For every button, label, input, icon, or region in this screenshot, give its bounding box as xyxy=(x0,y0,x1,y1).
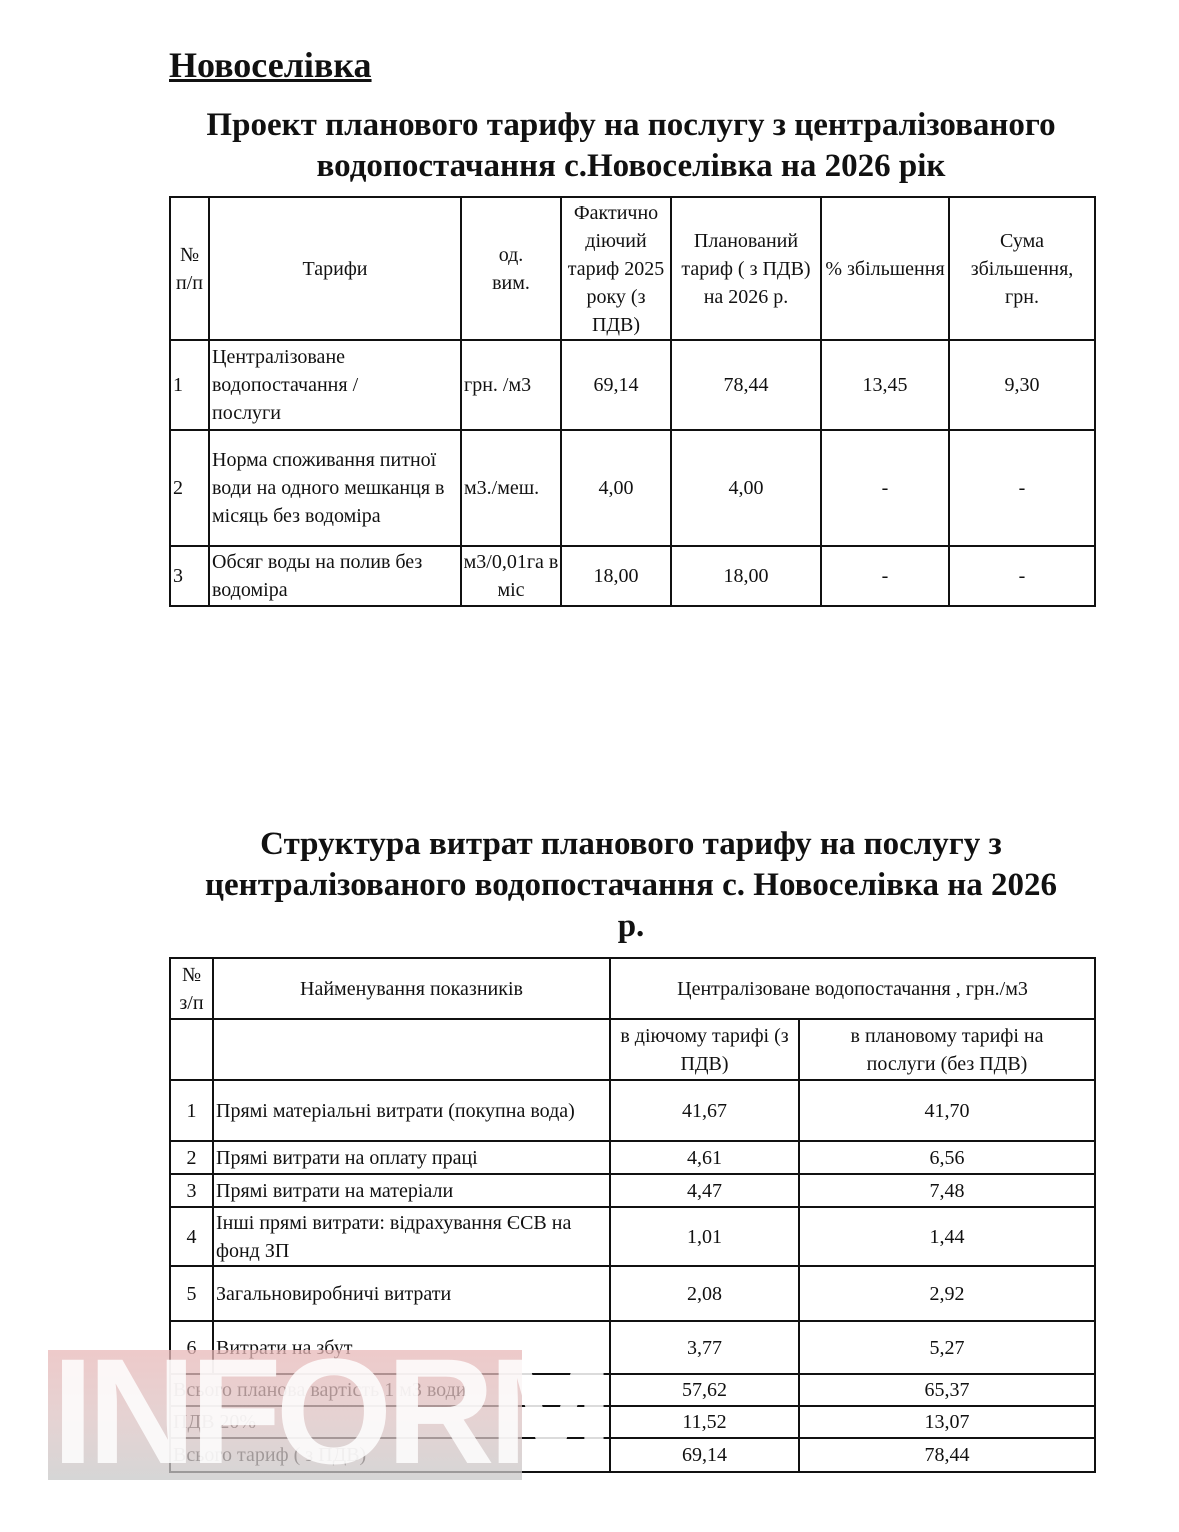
header-cell: № п/п xyxy=(169,196,210,341)
cell: 69,14 xyxy=(609,1437,800,1473)
title-2-line: р. xyxy=(617,908,645,944)
cell: Загальновиробничі витрати xyxy=(212,1265,611,1322)
table-header-row: № п/п Тарифи од. вим. Фактично діючий та… xyxy=(169,196,1096,341)
header-cell: Тарифи xyxy=(208,196,462,341)
cell: 11,52 xyxy=(609,1405,800,1439)
cell: 41,67 xyxy=(609,1079,800,1142)
cell: 13,07 xyxy=(797,1405,1097,1439)
title-2-line: Структура витрат планового тарифу на пос… xyxy=(260,826,1002,862)
empty-cell xyxy=(169,1018,214,1081)
cell: 41,70 xyxy=(797,1079,1097,1142)
cell: 4,47 xyxy=(609,1173,800,1208)
cell: 4,00 xyxy=(560,429,672,547)
cell: 2,92 xyxy=(797,1265,1097,1322)
cell: 57,62 xyxy=(609,1373,800,1407)
header-cell: Централізоване водопостачання , грн./м3 xyxy=(608,957,1097,1020)
table-row: 2 Прямі витрати на оплату праці 4,61 6,56 xyxy=(169,1140,1097,1175)
table-row: 5 Загальновиробничі витрати 2,08 2,92 xyxy=(169,1265,1097,1322)
cell: Інші прямі витрати: відрахування ЄСВ на … xyxy=(212,1206,611,1267)
cell: 18,00 xyxy=(560,545,672,607)
header-cell: Фактично діючий тариф 2025 року (з ПДВ) xyxy=(560,196,672,341)
header-cell: % збільшення xyxy=(820,196,950,341)
cell: - xyxy=(948,545,1096,607)
cell: 18,00 xyxy=(670,545,822,607)
cell: 4,00 xyxy=(670,429,822,547)
cell: грн. /м3 xyxy=(460,339,562,431)
table-row: 3 Прямі витрати на матеріали 4,47 7,48 xyxy=(169,1173,1097,1208)
table-row: 1 Прямі матеріальні витрати (покупна вода… xyxy=(169,1079,1097,1142)
title-1-line: Проект планового тарифу на послугу з цен… xyxy=(206,107,1056,143)
cell: 9,30 xyxy=(948,339,1096,431)
cell: 4 xyxy=(169,1206,214,1267)
cell: - xyxy=(820,429,950,547)
cell: 3 xyxy=(169,1173,214,1208)
cell: 1 xyxy=(169,1079,214,1142)
cell: 2 xyxy=(169,1140,214,1175)
cell: Централізоване водопостачання / послуги xyxy=(208,339,462,431)
cell: м3/0,01га в міс xyxy=(460,545,562,607)
cell: 2,08 xyxy=(609,1265,800,1322)
cell: 1 xyxy=(169,339,210,431)
cell: 3,77 xyxy=(609,1320,800,1375)
header-cell: Сума збільшення, грн. xyxy=(948,196,1096,341)
cell: 78,44 xyxy=(797,1437,1097,1473)
cell: - xyxy=(948,429,1096,547)
header-cell: в діючому тарифі (з ПДВ) xyxy=(609,1018,800,1081)
header-cell: Найменування показників xyxy=(212,957,611,1020)
cell: 78,44 xyxy=(670,339,822,431)
title-2-line: централізованого водопостачання с. Новос… xyxy=(205,867,1057,903)
title-2: Структура витрат планового тарифу на пос… xyxy=(160,824,1102,947)
table-row: 4 Інші прямі витрати: відрахування ЄСВ на… xyxy=(169,1206,1097,1267)
header-cell: од. вим. xyxy=(460,196,562,341)
cell: 5 xyxy=(169,1265,214,1322)
tariff-table: № п/п Тарифи од. вим. Фактично діючий та… xyxy=(169,196,1096,607)
table-header-row: № з/п Найменування показників Централізо… xyxy=(169,957,1097,1020)
cell: 7,48 xyxy=(797,1173,1097,1208)
cell: 13,45 xyxy=(820,339,950,431)
cell: Прямі витрати на матеріали xyxy=(212,1173,611,1208)
cell: - xyxy=(820,545,950,607)
header-cell: в плановому тарифі на послуги (без ПДВ) xyxy=(797,1018,1097,1081)
cell: 2 xyxy=(169,429,210,547)
heading: Новоселівка xyxy=(169,45,372,85)
cell: 5,27 xyxy=(797,1320,1097,1375)
cell: Прямі витрати на оплату праці xyxy=(212,1140,611,1175)
cell: 65,37 xyxy=(797,1373,1097,1407)
cell: м3./меш. xyxy=(460,429,562,547)
cell: 6,56 xyxy=(797,1140,1097,1175)
table-header-row: в діючому тарифі (з ПДВ) в плановому тар… xyxy=(169,1018,1097,1081)
watermark-background xyxy=(48,1350,522,1480)
cell: 3 xyxy=(169,545,210,607)
table-row: 2 Норма споживання питної води на одного… xyxy=(169,429,1096,547)
watermark-logo: INFORM xyxy=(52,1327,614,1495)
header-cell: Планований тариф ( з ПДВ) на 2026 р. xyxy=(670,196,822,341)
title-1: Проект планового тарифу на послугу з цен… xyxy=(160,105,1102,187)
cell: Норма споживання питної води на одного м… xyxy=(208,429,462,547)
cell: 1,44 xyxy=(797,1206,1097,1267)
cell: 4,61 xyxy=(609,1140,800,1175)
table-row: 1 Централізоване водопостачання / послуг… xyxy=(169,339,1096,431)
table-row: 3 Обсяг воды на полив без водоміра м3/0,… xyxy=(169,545,1096,607)
cell: Прямі матеріальні витрати (покупна вода) xyxy=(212,1079,611,1142)
cell: Обсяг воды на полив без водоміра xyxy=(208,545,462,607)
title-1-line: водопостачання с.Новоселівка на 2026 рік xyxy=(316,148,946,184)
cell: 69,14 xyxy=(560,339,672,431)
cell: 1,01 xyxy=(609,1206,800,1267)
empty-cell xyxy=(212,1018,611,1081)
header-cell: № з/п xyxy=(169,957,214,1020)
